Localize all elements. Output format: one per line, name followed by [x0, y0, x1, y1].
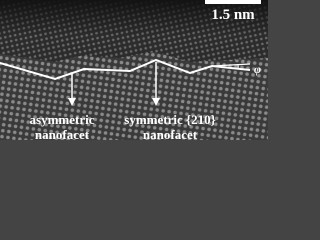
- boundary-trace: [0, 58, 251, 81]
- facet-label: nanofacet: [143, 127, 198, 140]
- facet-label: nanofacet: [35, 127, 90, 140]
- page: 1.5 nm φ asymmetric nanofacet symmetric …: [0, 0, 268, 140]
- top-shade: [0, 0, 268, 36]
- arrow-head: [152, 98, 160, 106]
- facet-label: asymmetric: [30, 112, 95, 127]
- micrograph: 1.5 nm φ asymmetric nanofacet symmetric …: [0, 0, 268, 140]
- angle-ref-line: [211, 63, 251, 67]
- facet-label: symmetric {210}: [124, 112, 215, 127]
- scale-label: 1.5 nm: [211, 7, 255, 23]
- arrow-head: [68, 98, 76, 106]
- scale-bar: [205, 0, 261, 4]
- angle-label: φ: [254, 62, 261, 76]
